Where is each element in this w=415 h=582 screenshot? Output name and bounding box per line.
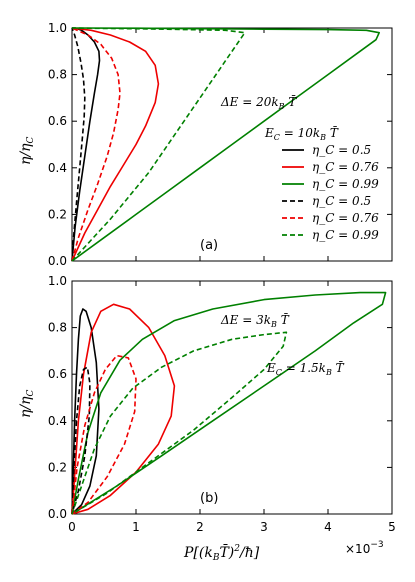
panel-a: 0.0 0.2 0.4 0.6 0.8 1.0 ΔE = 20kB T̄ EC = 10k…	[48, 21, 393, 268]
series-line-b-3	[71, 366, 91, 515]
x-multiplier: ×10−3	[345, 540, 384, 556]
legend-label: η_C = 0.99	[312, 177, 379, 191]
series-line-b-4	[71, 354, 137, 515]
series-line-b-1	[71, 303, 176, 515]
panel-a-ticks: 0.0 0.2 0.4 0.6 0.8 1.0	[48, 21, 393, 268]
series-line-b-5	[71, 331, 288, 515]
panel-a-frame	[71, 27, 393, 262]
annotation-delta-e-b: ΔE = 3kB T̄	[220, 312, 290, 329]
legend-label: η_C = 0.5	[312, 194, 371, 208]
panel-a-annotation-ec: EC = 10kB T̄	[264, 125, 339, 142]
panel-a-series	[71, 27, 380, 262]
series-line-a-2	[71, 27, 380, 262]
annotation-ec-b: EC = 1.5kB T̄	[266, 360, 345, 377]
panel-label-a: (a)	[200, 238, 218, 253]
y-tick-label: 0.4	[48, 414, 67, 428]
x-tick-label: 5	[388, 520, 396, 534]
ylabel-a: η/ηC	[18, 137, 36, 166]
panel-b: 0 1 2 3 4 5 0.0 0.2 0.4 0.6 0.8 1.0 ΔE = 3kB T̄ EC …	[48, 274, 396, 534]
y-tick-label: 0.2	[48, 207, 67, 221]
xlabel: P[(kBT̄)2/ħ]	[183, 543, 260, 563]
panel-b-frame	[71, 280, 393, 515]
y-tick-label: 1.0	[48, 21, 67, 35]
legend-label: η_C = 0.76	[312, 160, 379, 174]
series-line-a-4	[71, 27, 121, 262]
panel-b-series	[71, 291, 387, 515]
y-tick-label: 0.2	[48, 460, 67, 474]
annotation-ec-a: EC = 10kB T̄	[264, 125, 339, 142]
x-tick-label: 4	[324, 520, 332, 534]
panel-b-ticks: 0 1 2 3 4 5 0.0 0.2 0.4 0.6 0.8 1.0	[48, 274, 396, 534]
panel-label-b: (b)	[200, 491, 218, 506]
series-line-a-3	[71, 27, 86, 262]
y-tick-label: 1.0	[48, 274, 67, 288]
series-line-a-0	[71, 27, 101, 262]
ylabel-b: η/ηC	[18, 390, 36, 419]
x-tick-label: 3	[260, 520, 268, 534]
annotation-delta-e-a: ΔE = 20kB T̄	[220, 94, 297, 111]
x-tick-label: 1	[132, 520, 140, 534]
y-tick-label: 0.8	[48, 321, 67, 335]
x-tick-label: 0	[68, 520, 76, 534]
series-line-a-1	[71, 27, 160, 262]
series-line-b-2	[71, 291, 387, 515]
legend-label: η_C = 0.76	[312, 211, 379, 225]
y-tick-label: 0.0	[48, 507, 67, 521]
y-tick-label: 0.4	[48, 161, 67, 175]
series-line-a-5	[71, 27, 246, 262]
legend: η_C = 0.5 η_C = 0.76 η_C = 0.99 η_C = 0.5 η_…	[282, 143, 379, 242]
series-line-b-0	[71, 308, 100, 515]
y-tick-label: 0.6	[48, 114, 67, 128]
panel-a-annotation-deltaE: ΔE = 20kB T̄	[220, 94, 297, 111]
legend-label: η_C = 0.5	[312, 143, 371, 157]
x-tick-label: 2	[196, 520, 204, 534]
legend-label: η_C = 0.99	[312, 228, 379, 242]
y-tick-label: 0.6	[48, 367, 67, 381]
y-tick-label: 0.0	[48, 254, 67, 268]
y-tick-label: 0.8	[48, 68, 67, 82]
